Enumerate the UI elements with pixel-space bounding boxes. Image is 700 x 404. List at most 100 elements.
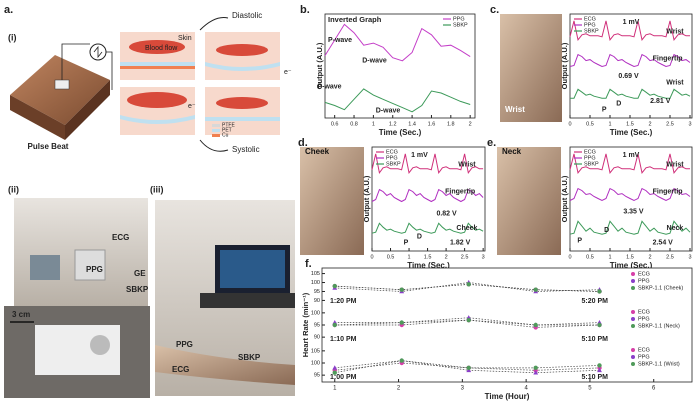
x-tick-label: 1	[608, 254, 611, 260]
photo-label: SBKP	[238, 353, 261, 362]
annotation: 2.54 V	[653, 240, 674, 247]
annotation: 5:20 PM	[582, 298, 609, 305]
marker	[597, 322, 602, 328]
legend-label: PPG	[386, 155, 398, 161]
series-line	[569, 153, 690, 174]
x-tick-label: 2	[397, 386, 401, 392]
legend-swatch	[631, 355, 635, 359]
annotation: D	[417, 233, 422, 240]
annotation: Wrist	[458, 162, 476, 169]
annotation: 5:10 PM	[582, 336, 609, 343]
legend-swatch	[631, 348, 635, 352]
series-line	[334, 362, 600, 371]
device	[90, 335, 110, 355]
legend-label: Cu	[222, 132, 229, 138]
x-tick-label: 0	[568, 254, 571, 260]
legend-label: PPG	[638, 278, 650, 284]
marker	[399, 320, 404, 325]
marker	[597, 367, 602, 373]
series-line	[334, 360, 600, 374]
x-tick-label: 1	[608, 121, 611, 127]
photo-label: Wrist	[505, 105, 525, 114]
annotation: 0.69 V	[618, 73, 639, 80]
annotation: 1.82 V	[450, 240, 471, 247]
annotation: D	[616, 100, 621, 107]
annotation: Cheek	[456, 225, 477, 232]
photo	[500, 14, 562, 122]
series-line	[569, 220, 691, 235]
legend-label: PPG	[638, 316, 650, 322]
panel-label: f.	[305, 258, 312, 270]
marker	[597, 363, 602, 368]
cross-sections: Skin Blood flow e⁻ e⁻ PTFE PET Cu	[120, 32, 292, 138]
device	[74, 249, 106, 281]
x-tick-label: 1.2	[389, 121, 397, 127]
caption: Pulse Beat	[28, 142, 69, 151]
legend-label: SBKP	[584, 161, 599, 167]
x-tick-label: 2.5	[666, 254, 674, 260]
blood	[127, 92, 187, 108]
series-line	[570, 88, 691, 99]
skin-block	[10, 55, 110, 125]
x-tick-label: 2.5	[461, 254, 469, 260]
photo	[300, 147, 364, 255]
series-line	[371, 222, 484, 234]
annotation: P	[602, 107, 607, 114]
layer	[120, 62, 195, 66]
x-tick-label: 1.8	[447, 121, 455, 127]
series-line	[324, 23, 471, 62]
marker	[332, 370, 337, 375]
annotation: D-wave	[376, 108, 401, 115]
blood	[216, 97, 268, 109]
x-tick-label: 1.5	[424, 254, 432, 260]
x-tick-label: 0.8	[350, 121, 358, 127]
legend-label: PTFE	[222, 122, 235, 128]
annotation: 1 mV	[623, 152, 640, 159]
annotation: P	[577, 237, 582, 244]
annotation: P	[404, 240, 409, 247]
legend-label: SBKP-1.1 (Cheek)	[638, 285, 683, 291]
legend-label: ECG	[386, 149, 398, 155]
photo-label: Cheek	[305, 147, 330, 156]
series-line	[334, 283, 600, 292]
photo	[497, 147, 561, 255]
layer	[120, 66, 195, 69]
x-tick-label: 2	[648, 254, 651, 260]
x-axis-label: Time (Sec.)	[610, 261, 653, 270]
device	[30, 255, 60, 280]
series-line	[334, 319, 600, 326]
y-axis-label: Output (A.U.)	[560, 175, 569, 222]
x-tick-label: 1.6	[428, 121, 436, 127]
arrow	[199, 17, 229, 152]
label: e⁻	[284, 69, 292, 76]
y-axis-label: Output (A.U.)	[362, 175, 371, 222]
y-axis-label: Heart Rate (min⁻¹)	[301, 292, 310, 357]
annotation: Neck	[667, 225, 684, 232]
y-tick-label: 90	[314, 335, 320, 341]
annotation: 5:10 PM	[582, 374, 609, 381]
x-tick-label: 0.5	[586, 121, 594, 127]
sub-label: (i)	[8, 32, 17, 42]
label: Skin	[178, 35, 192, 42]
marker	[332, 322, 337, 328]
legend-label: ECG	[638, 271, 650, 277]
x-tick-label: 0.6	[331, 121, 339, 127]
marker	[466, 282, 471, 287]
skin-block-side	[65, 80, 110, 140]
x-tick-label: 3	[461, 386, 465, 392]
plot-frame	[569, 13, 693, 119]
x-tick-label: 0	[568, 121, 571, 127]
photo-label: ECG	[112, 233, 129, 242]
x-tick-label: 2	[469, 121, 472, 127]
series-line	[371, 153, 484, 175]
x-tick-label: 2	[445, 254, 448, 260]
sensor	[54, 79, 70, 90]
annotation: P-wave	[328, 37, 352, 44]
x-tick-label: 1	[333, 386, 337, 392]
legend-label: ECG	[638, 309, 650, 315]
y-tick-label: 100	[311, 360, 320, 366]
marker	[533, 365, 538, 371]
x-axis-label: Time (Sec.)	[610, 128, 653, 137]
series-line	[569, 187, 691, 202]
y-tick-label: 95	[314, 289, 320, 295]
